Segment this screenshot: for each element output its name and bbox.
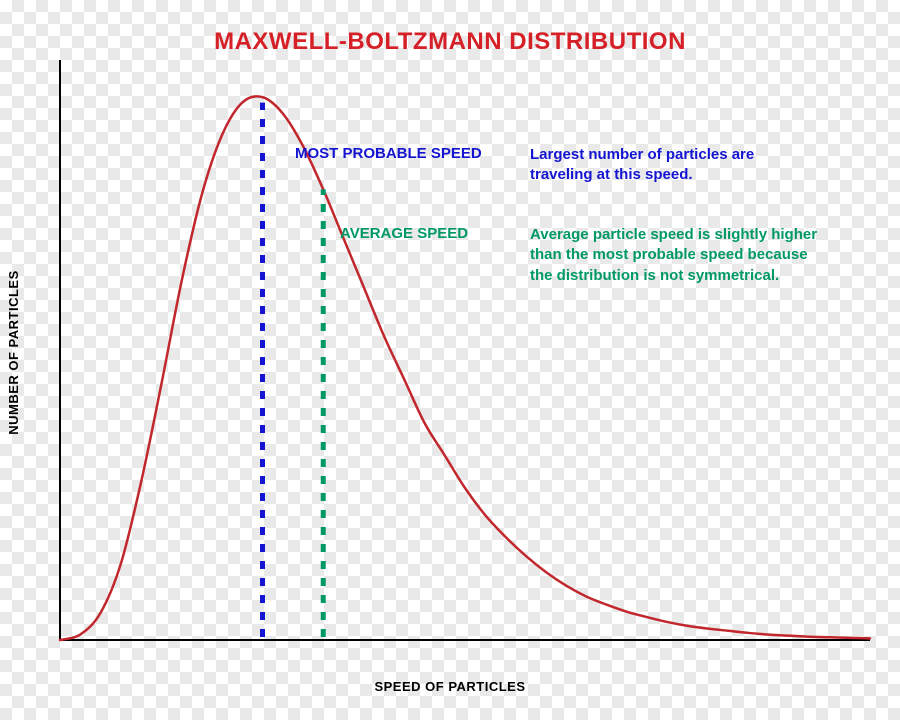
chart-title: MAXWELL-BOLTZMANN DISTRIBUTION: [0, 28, 900, 56]
average-speed-label: AVERAGE SPEED: [340, 225, 468, 242]
plot-svg: [0, 0, 900, 720]
average-speed-description: Average particle speed is slightly highe…: [530, 225, 820, 286]
most-probable-speed-label: MOST PROBABLE SPEED: [295, 145, 482, 162]
y-axis-label: NUMBER OF PARTICLES: [6, 188, 21, 353]
most-probable-speed-description: Largest number of particles are travelin…: [530, 145, 820, 186]
figure: MAXWELL-BOLTZMANN DISTRIBUTION NUMBER OF…: [0, 0, 900, 720]
x-axis-label: SPEED OF PARTICLES: [0, 679, 900, 694]
